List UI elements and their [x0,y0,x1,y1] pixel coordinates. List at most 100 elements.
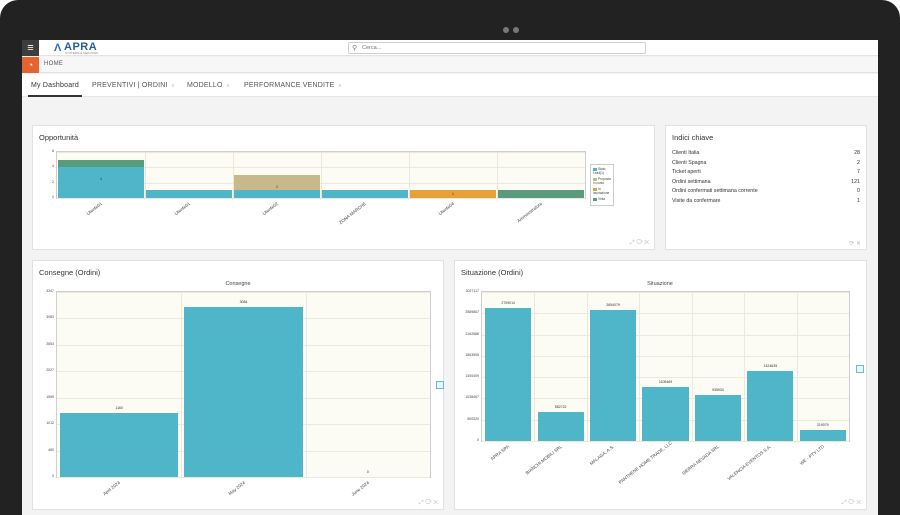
legend-swatch [593,187,597,191]
data-label: 2654079 [606,303,620,308]
y-tick-label: 1300409 [465,374,479,379]
y-tick-label: 1012 [46,421,54,426]
chart-bar [322,190,408,198]
gridline [57,477,430,478]
panel-tools[interactable]: ⤢ ⟳ ✕ [418,500,438,506]
y-tick-label: 480 [48,447,54,452]
chart-bar [747,370,794,441]
chart-bar [234,175,320,191]
chart-bar [410,190,496,198]
y-tick-label: 2162586 [465,331,479,336]
panel-tools[interactable]: ⟳ ✕ [849,241,861,247]
kpi-value: 1 [857,197,860,204]
chart-bar [799,430,846,441]
kpi-row: Ordini settimana 121 [672,179,860,185]
tab-modello[interactable]: MODELLO x [187,74,229,97]
gridline [409,152,410,198]
menu-icon[interactable]: ≡ [22,40,39,56]
kpi-label: Ticket aperti [672,169,701,175]
y-tick-label: 0 [52,474,54,478]
gridline [145,152,146,198]
gridline [482,334,849,336]
data-label: 1424635 [763,363,778,368]
panel-title: Indici chiave [672,133,714,142]
gridline [57,292,430,293]
kpi-label: Ordini settimana [672,178,711,185]
kpi-value: 121 [851,178,860,185]
legend-toggle-icon[interactable] [856,365,864,373]
opportunita-chart: 4 2 1 [56,151,586,199]
y-tick-label: 2 [52,179,54,184]
close-icon[interactable]: x [171,83,175,89]
kpi-label: Clienti Spagna [672,159,707,166]
gridline [691,292,693,441]
tab-label: PERFORMANCE VENDITE [244,82,335,89]
search-icon: ⚲ [352,45,358,52]
y-tick-label: 3083 [46,315,54,320]
dashboard-icon[interactable]: ◔ [22,57,39,73]
chart-bar [58,159,144,168]
x-tick-label: WE - PTY LTD [798,444,825,467]
situazione-chart: 2709014 582722 2654079 1105469 935934 1424635… [481,291,850,442]
x-tick-label: Utente01 [85,201,104,217]
data-label: 3084 [239,299,248,304]
gridline [586,292,588,441]
legend-item: Stato Lead(1) [593,167,613,175]
data-label: 4 [100,176,102,181]
tab-preventivi-ordini[interactable]: PREVENTIVI | ORDINI x [92,74,174,97]
legend-label: Proposta in corso [593,177,611,185]
kpi-value: 28 [854,150,860,156]
tab-performance-vendite[interactable]: PERFORMANCE VENDITE x [244,74,341,97]
data-label: 582722 [554,405,567,410]
y-tick-label: 2589867 [465,310,479,315]
gridline [482,441,849,442]
chart-bar [642,386,689,441]
y-tick-label: 500320 [467,416,479,421]
breadcrumb-bar: ◔ HOME [22,57,878,73]
legend-swatch [593,167,597,171]
y-tick-label: 1863505 [465,352,479,357]
gridline [796,292,798,441]
kpi-row: Clienti Italia 28 [672,150,860,156]
kpi-label: Visite da confermare [672,197,721,204]
gridline [305,292,307,477]
breadcrumb[interactable]: HOME [44,61,64,67]
gridline [639,292,641,441]
x-tick-label: Utente02 [261,201,280,217]
tab-my-dashboard[interactable]: My Dashboard [28,74,82,97]
chart-bar [146,190,232,198]
y-tick-label: 2027 [46,368,54,373]
chart-bar [498,190,584,198]
legend-item: Proposta in corso [593,177,613,185]
data-label: 0 [366,470,369,474]
data-label: 1160 [115,405,123,410]
close-icon[interactable]: x [338,83,342,89]
search-box[interactable]: ⚲ [348,42,646,54]
legend-toggle-icon[interactable] [436,381,444,389]
gridline [497,152,498,198]
tab-label: My Dashboard [31,82,79,89]
gridline [233,152,234,198]
legend-item: In lavorazione [593,187,613,195]
legend-label: Vinta [598,197,606,201]
x-tick-label: ZONA MARCHE [337,201,368,226]
logo-icon: Λ [54,42,62,54]
panel-tools[interactable]: ⤢ ⟳ ✕ [629,240,649,246]
opportunita-panel: Opportunità 4 2 1 Stato Lead(1) Proposta in… [32,125,655,250]
y-tick-label: 0 [52,195,54,199]
y-tick-label: 1569 [46,394,54,399]
chart-title: Situazione [647,281,673,287]
kpi-row: Visite da confermare 1 [672,198,860,204]
search-input[interactable] [362,43,632,53]
close-icon[interactable]: x [226,83,230,89]
app-screen: ≡ Λ APRA SYSTEMS & SERVICES ⚲ ◔ HOME My … [22,40,878,515]
panel-tools[interactable]: ⤢ ⟳ ✕ [841,500,861,506]
data-label: 1105469 [658,379,673,384]
chart-bar [485,307,532,441]
legend-item: Vinta [593,197,605,201]
legend-swatch [593,197,597,201]
chart-bar [58,167,144,198]
kpi-row: Ticket aperti 7 [672,169,860,175]
kpi-row: Ordini confermati settimana corrente 0 [672,188,860,194]
indici-chiave-panel: Indici chiave Clienti Italia 28 Clienti Sp… [665,125,867,250]
